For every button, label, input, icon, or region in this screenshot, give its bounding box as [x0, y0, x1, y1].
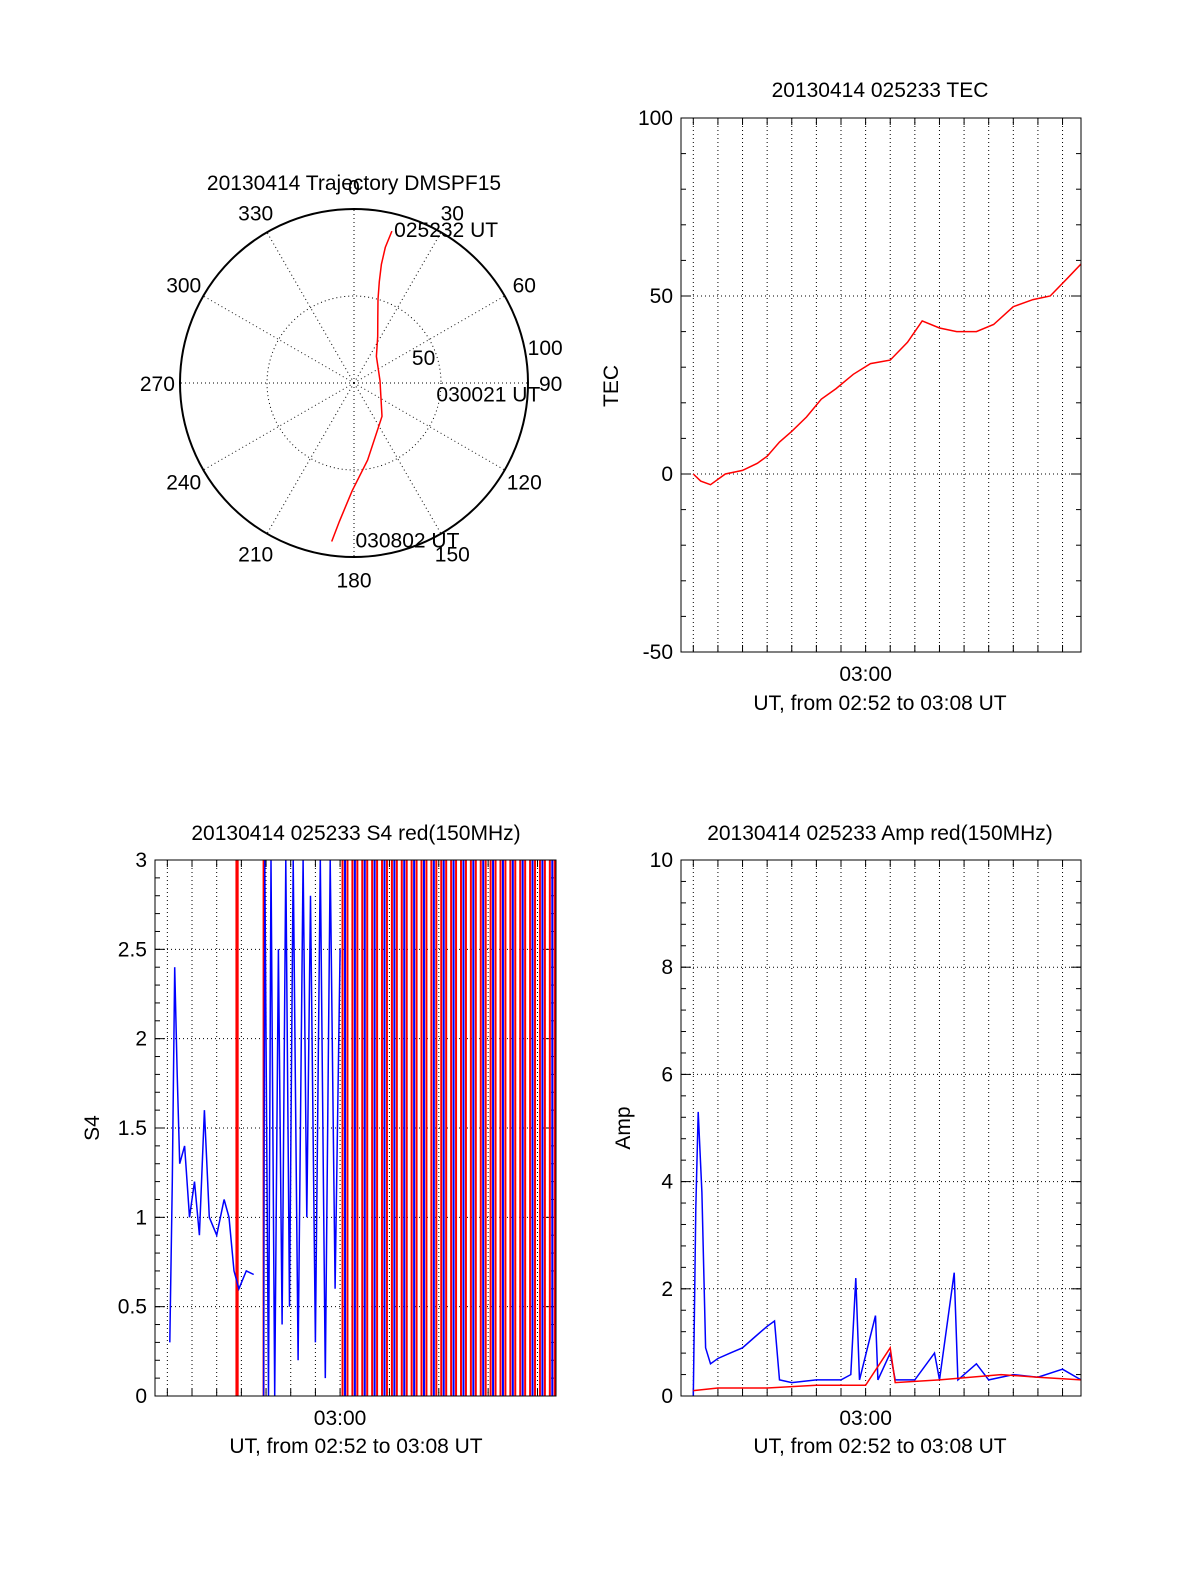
polar-spoke: [266, 232, 355, 384]
amp-chart: 20130414 025233 Amp red(150MHz) UT, from…: [612, 822, 1082, 1458]
x-tick-label: 03:00: [314, 1407, 367, 1430]
axis-frame: [680, 117, 1082, 653]
amp-xlabel: UT, from 02:52 to 03:08 UT: [753, 1435, 1006, 1458]
y-tick-label: 0: [661, 1385, 673, 1408]
trajectory-time-label: 030802 UT: [356, 530, 460, 553]
series-line-blue: [169, 967, 255, 1343]
azimuth-label: 60: [513, 275, 536, 298]
tec-chart: 20130414 025233 TEC UT, from 02:52 to 03…: [600, 79, 1082, 715]
y-tick-label: -50: [643, 641, 673, 664]
polar-outer-circle: [179, 208, 529, 558]
azimuth-label: 240: [166, 471, 201, 494]
x-tick-label: 03:00: [839, 663, 892, 686]
azimuth-label: 90: [539, 373, 562, 396]
y-tick-label: 2: [661, 1278, 673, 1301]
azimuth-label: 120: [507, 471, 542, 494]
azimuth-label: 30: [441, 203, 464, 226]
tec-ylabel: TEC: [600, 365, 623, 407]
series-line-red: [693, 1345, 1081, 1392]
y-tick-label: 2: [135, 1028, 147, 1051]
plot-area: [169, 860, 556, 1396]
polar-spoke: [353, 382, 442, 534]
polar-grid-circle: [266, 295, 442, 471]
azimuth-label: 270: [140, 373, 175, 396]
polar-spoke: [203, 295, 355, 384]
series-line-blue: [692, 1111, 1081, 1396]
y-tick-label: 1.5: [118, 1117, 147, 1140]
trajectory-line: [330, 230, 393, 542]
azimuth-label: 210: [238, 543, 273, 566]
y-tick-label: 10: [650, 849, 673, 872]
s4-chart: 20130414 025233 S4 red(150MHz) UT, from …: [81, 822, 557, 1458]
polar-spoke: [353, 232, 442, 384]
y-tick-label: 1: [135, 1206, 147, 1229]
x-tick-label: 03:00: [839, 1407, 892, 1430]
s4-title: 20130414 025233 S4 red(150MHz): [191, 822, 520, 845]
amp-title: 20130414 025233 Amp red(150MHz): [707, 822, 1053, 845]
y-tick-label: 0: [135, 1385, 147, 1408]
azimuth-label: 300: [166, 275, 201, 298]
y-tick-label: 50: [650, 285, 673, 308]
series-line-blue: [262, 860, 341, 1396]
trajectory-title: 20130414 Trajectory DMSPF15: [207, 172, 501, 195]
radius-label: 100: [528, 337, 563, 360]
trajectory-chart: 20130414 Trajectory DMSPF15 0 30 60 90 120 15…: [140, 172, 563, 593]
azimuth-label: 150: [435, 543, 470, 566]
y-tick-label: 0: [661, 463, 673, 486]
y-tick-label: 8: [661, 956, 673, 979]
polar-spoke: [203, 382, 355, 471]
tec-xlabel: UT, from 02:52 to 03:08 UT: [753, 692, 1006, 715]
y-tick-label: 4: [661, 1171, 673, 1194]
s4-ylabel: S4: [81, 1115, 104, 1141]
axis-frame: [680, 859, 1082, 1397]
polar-spoke: [353, 295, 505, 384]
azimuth-label: 330: [238, 203, 273, 226]
y-tick-label: 100: [638, 107, 673, 130]
tec-title: 20130414 025233 TEC: [772, 79, 989, 102]
radius-label: 50: [412, 347, 435, 370]
series-line-red: [692, 263, 1081, 486]
polar-spoke: [266, 382, 355, 534]
y-tick-label: 6: [661, 1063, 673, 1086]
axis-frame: [154, 859, 557, 1397]
amp-ylabel: Amp: [612, 1106, 635, 1149]
polar-spoke: [353, 382, 505, 471]
trajectory-time-label: 030021 UT: [436, 384, 540, 407]
azimuth-label: 180: [336, 570, 371, 593]
plot-area: [692, 263, 1081, 486]
trajectory-time-label: 025232 UT: [394, 219, 498, 242]
y-tick-label: 0.5: [118, 1296, 147, 1319]
s4-xlabel: UT, from 02:52 to 03:08 UT: [229, 1435, 482, 1458]
plot-area: [692, 1111, 1081, 1396]
azimuth-label: 0: [348, 176, 360, 199]
y-tick-label: 3: [135, 849, 147, 872]
y-tick-label: 2.5: [118, 938, 147, 961]
